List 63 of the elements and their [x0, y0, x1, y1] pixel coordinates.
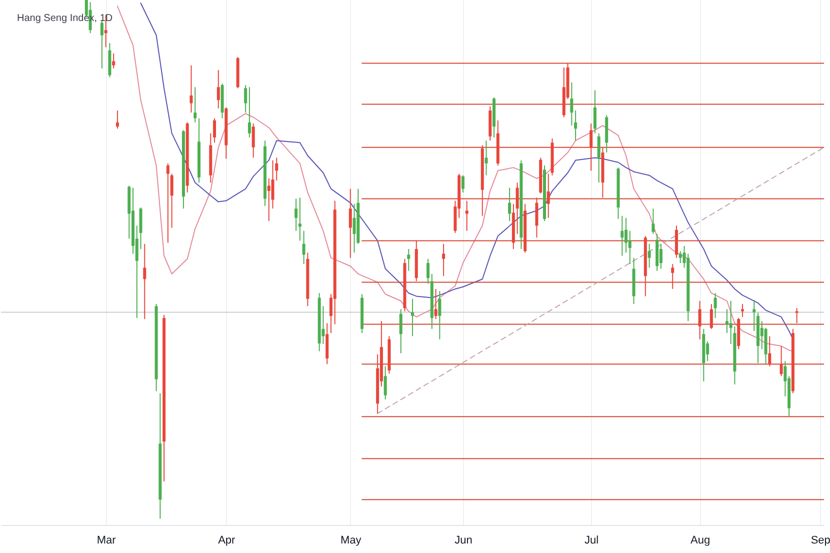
- candlestick: [194, 86, 197, 123]
- candlestick: [294, 198, 298, 232]
- candlestick: [648, 243, 651, 268]
- candlestick: [461, 174, 464, 193]
- candlestick: [698, 300, 702, 340]
- candlestick: [411, 298, 414, 337]
- candlestick: [407, 248, 410, 272]
- candlestick: [546, 173, 550, 218]
- candlestick: [213, 118, 216, 144]
- candlestick: [252, 122, 255, 158]
- candlestick: [438, 290, 442, 340]
- candlestick: [768, 336, 772, 367]
- candlestick: [348, 188, 352, 258]
- candlestick: [590, 122, 593, 172]
- candlestick: [597, 132, 600, 184]
- candlestick: [248, 86, 251, 138]
- candlestick: [516, 182, 519, 234]
- candlestick: [535, 197, 538, 238]
- candlestick: [671, 264, 674, 290]
- candlestick: [725, 308, 728, 334]
- candlestick: [399, 308, 402, 354]
- candlestick: [112, 52, 116, 69]
- candlestick: [302, 230, 306, 265]
- candlestick: [659, 243, 662, 270]
- candlestick: [426, 258, 430, 284]
- candlestick: [652, 208, 655, 234]
- candlestick: [678, 250, 682, 264]
- candlestick: [170, 173, 174, 228]
- x-tick-label: Sep: [810, 534, 830, 546]
- candlestick: [267, 178, 270, 222]
- candlestick: [574, 110, 578, 142]
- candlestick: [434, 288, 438, 320]
- candlestick: [465, 200, 468, 232]
- x-tick-label: Mar: [96, 534, 116, 546]
- candlestick: [508, 187, 512, 222]
- x-tick-label: Jun: [454, 534, 472, 546]
- candlestick: [740, 304, 744, 318]
- candlestick: [352, 203, 356, 254]
- candlestick: [298, 197, 302, 242]
- candlestick: [628, 230, 632, 265]
- candlestick: [710, 304, 713, 330]
- candlestick: [484, 140, 488, 176]
- candlestick: [143, 243, 146, 320]
- candlestick: [384, 366, 387, 400]
- candlestick: [570, 82, 574, 126]
- candlestick: [116, 110, 119, 130]
- candlestick: [244, 84, 248, 114]
- x-tick-label: Jul: [584, 534, 599, 546]
- candlestick: [780, 346, 783, 377]
- candlestick: [593, 90, 596, 134]
- candlestick: [190, 64, 193, 114]
- candlestick: [714, 292, 717, 319]
- candlestick: [620, 215, 624, 256]
- candlestick: [752, 299, 756, 332]
- candlestick: [166, 162, 170, 244]
- candlestick: [275, 157, 278, 182]
- x-tick-label: Aug: [690, 534, 710, 546]
- candlestick: [795, 308, 798, 324]
- x-tick-label: Apr: [218, 534, 236, 546]
- candlestick: [624, 217, 628, 254]
- candlestick: [442, 243, 446, 276]
- x-tick-label: May: [340, 534, 362, 546]
- candlestick: [216, 70, 220, 109]
